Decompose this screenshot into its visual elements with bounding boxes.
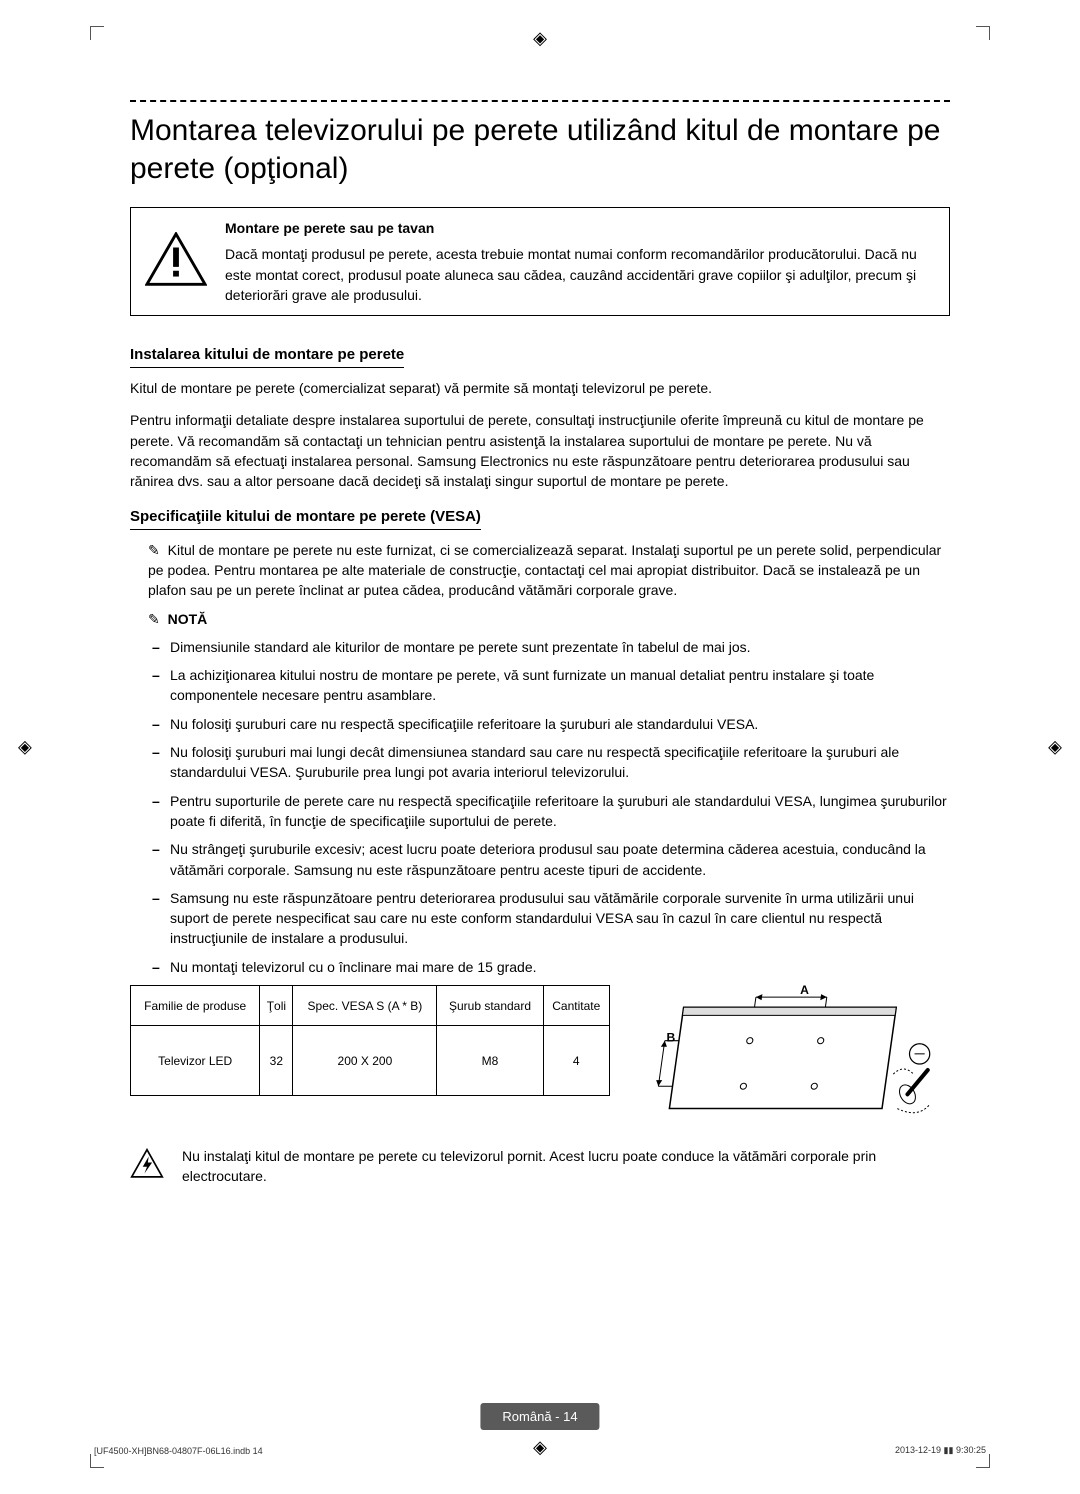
- electric-hazard-icon: [130, 1148, 164, 1184]
- table-cell: Televizor LED: [131, 1026, 260, 1096]
- crop-mark: [90, 1454, 104, 1468]
- warning-body: Dacă montaţi produsul pe perete, acesta …: [225, 244, 935, 305]
- table-header: Şurub standard: [437, 986, 543, 1026]
- table-header: Spec. VESA S (A * B): [293, 986, 437, 1026]
- page-content: Montarea televizorului pe perete utilizâ…: [130, 100, 950, 1414]
- caution-triangle-icon: [145, 232, 207, 291]
- nota-label: NOTĂ: [168, 611, 208, 627]
- footer-filename: [UF4500-XH]BN68-04807F-06L16.indb 14: [94, 1446, 263, 1456]
- footer-timestamp: 2013-12-19 ▮▮ 9:30:25: [895, 1445, 986, 1456]
- nota-item: Nu folosiţi şuruburi mai lungi decât dim…: [170, 742, 950, 783]
- warning-title: Montare pe perete sau pe tavan: [225, 218, 935, 238]
- page-number-pill: Română - 14: [480, 1403, 599, 1430]
- table-header: Ţoli: [260, 986, 293, 1026]
- vesa-lead-text: Kitul de montare pe perete nu este furni…: [148, 542, 941, 599]
- nota-item: La achiziţionarea kitului nostru de mont…: [170, 665, 950, 706]
- nota-label-row: ✎ NOTĂ: [130, 609, 950, 629]
- nota-item: Dimensiunile standard ale kiturilor de m…: [170, 637, 950, 657]
- nota-item: Pentru suporturile de perete care nu res…: [170, 791, 950, 832]
- nota-item: Nu strângeţi şuruburile excesiv; acest l…: [170, 839, 950, 880]
- registration-mark-top: ◈: [533, 28, 547, 49]
- registration-mark-left: ◈: [18, 737, 32, 758]
- registration-mark-right: ◈: [1048, 737, 1062, 758]
- table-header: Cantitate: [543, 986, 609, 1026]
- vesa-diagram: A B: [626, 985, 950, 1132]
- section1-p1: Kitul de montare pe perete (comercializa…: [130, 378, 950, 398]
- table-header: Familie de produse: [131, 986, 260, 1026]
- nota-item: Nu montaţi televizorul cu o înclinare ma…: [170, 957, 950, 977]
- section1-p2: Pentru informaţii detaliate despre insta…: [130, 410, 950, 491]
- spec-table: Familie de produse Ţoli Spec. VESA S (A …: [130, 985, 610, 1096]
- note-icon: ✎: [148, 611, 160, 627]
- table-cell: 4: [543, 1026, 609, 1096]
- crop-mark: [976, 1454, 990, 1468]
- crop-mark: [976, 26, 990, 40]
- table-cell: M8: [437, 1026, 543, 1096]
- crop-mark: [90, 26, 104, 40]
- registration-mark-bottom: ◈: [533, 1437, 547, 1458]
- diagram-label-a: A: [800, 985, 809, 997]
- table-cell: 32: [260, 1026, 293, 1096]
- nota-list: Dimensiunile standard ale kiturilor de m…: [130, 637, 950, 977]
- diagram-label-b: B: [667, 1031, 676, 1045]
- final-warning-text: Nu instalaţi kitul de montare pe perete …: [182, 1146, 950, 1187]
- section-heading-vesa: Specificaţiile kitului de montare pe per…: [130, 508, 481, 530]
- note-icon: ✎: [148, 542, 160, 558]
- dashed-rule: [130, 100, 950, 102]
- page-title: Montarea televizorului pe perete utilizâ…: [130, 112, 950, 187]
- table-cell: 200 X 200: [293, 1026, 437, 1096]
- final-warning: Nu instalaţi kitul de montare pe perete …: [130, 1146, 950, 1187]
- section-heading-install: Instalarea kitului de montare pe perete: [130, 346, 404, 368]
- nota-item: Samsung nu este răspunzătoare pentru det…: [170, 888, 950, 949]
- nota-item: Nu folosiţi şuruburi care nu respectă sp…: [170, 714, 950, 734]
- vesa-lead-note: ✎ Kitul de montare pe perete nu este fur…: [130, 540, 950, 601]
- spec-row: Familie de produse Ţoli Spec. VESA S (A …: [130, 985, 950, 1132]
- warning-box: Montare pe perete sau pe tavan Dacă mont…: [130, 207, 950, 316]
